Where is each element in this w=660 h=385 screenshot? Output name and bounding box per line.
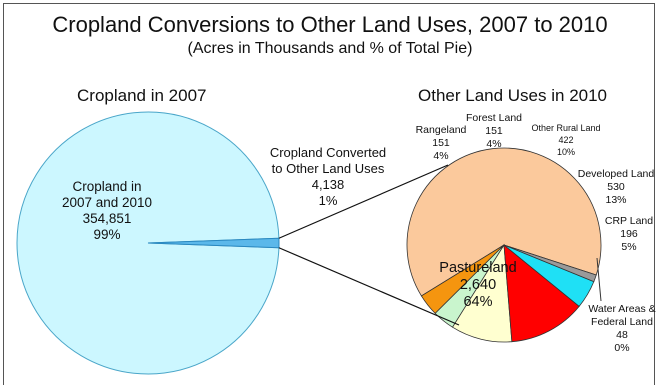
slice-cropland-in-2007-and-2010 [16, 111, 280, 375]
label-developed-land: Developed Land 530 13% [578, 168, 655, 206]
slice-water-areas-and-federal-land [503, 244, 597, 283]
chart-title: Cropland Conversions to Other Land Uses,… [52, 12, 608, 37]
slice-pastureland [406, 147, 602, 297]
leader-line-water-areas [596, 257, 602, 302]
label-water-areas-and-federal-land: Water Areas & Federal Land 48 0% [588, 303, 655, 354]
chart-subtitle: (Acres in Thousands and % of Total Pie) [187, 40, 473, 57]
label-pastureland: Pastureland 2,640 64% [439, 260, 516, 310]
connector-line-lower [278, 247, 460, 326]
slice-developed-land [503, 244, 580, 343]
right-pie-title: Other Land Uses in 2010 [418, 86, 608, 105]
label-rangeland: Rangeland 151 4% [416, 124, 467, 162]
label-other-rural-land: Other Rural Land 422 10% [531, 123, 600, 157]
left-pie-title: Cropland in 2007 [77, 86, 207, 105]
label-crp-land: CRP Land 196 5% [605, 215, 653, 253]
label-cropland-in-2007-and-2010: Cropland in 2007 and 2010 354,851 99% [62, 179, 152, 242]
slice-cropland-converted-to-other-land-uses [147, 237, 280, 249]
label-cropland-converted-to-other-land-uses: Cropland Converted to Other Land Uses 4,13… [270, 145, 386, 208]
label-forest-land: Forest Land 151 4% [466, 112, 522, 150]
connector-line-upper [278, 164, 449, 239]
chart-frame [3, 3, 655, 385]
